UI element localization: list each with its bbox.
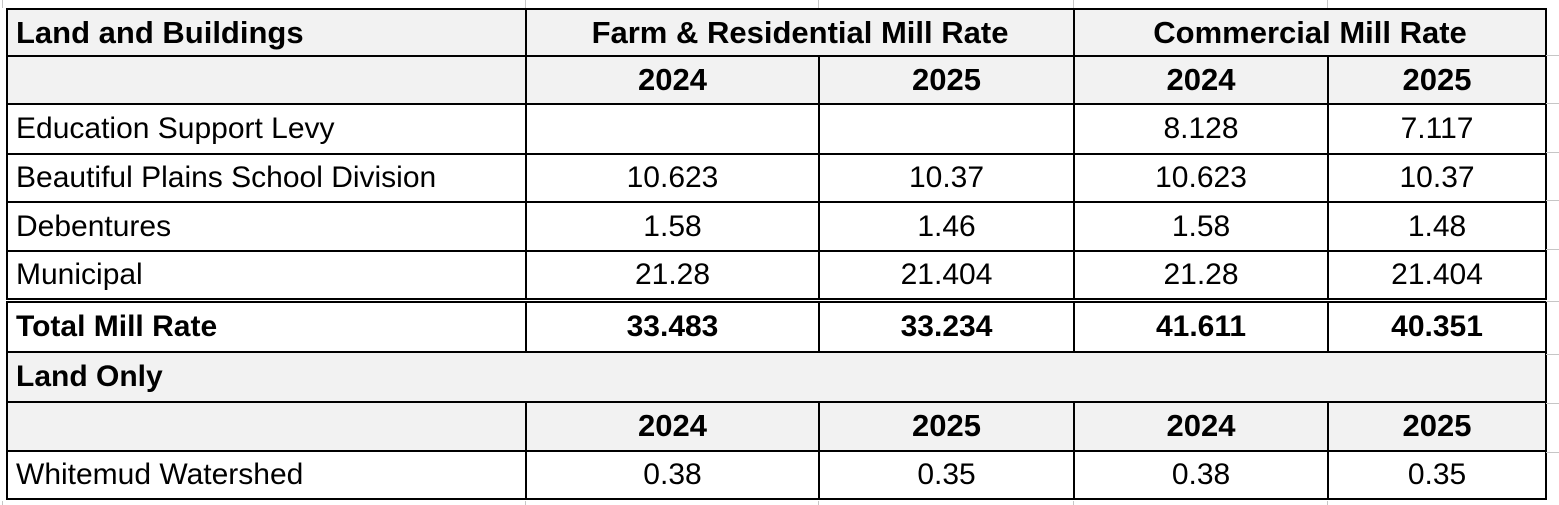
mill-rate-table: Land and Buildings Farm & Residential Mi…	[5, 7, 1548, 501]
table-row: Municipal 21.28 21.404 21.28 21.404	[6, 249, 1548, 303]
table-row: Beautiful Plains School Division 10.623 …	[6, 152, 1548, 203]
row-label-education-support-levy: Education Support Levy	[6, 103, 527, 155]
gridline-stub	[1546, 152, 1559, 153]
year-header: 2025	[1327, 400, 1548, 452]
gridline-stub	[818, 0, 819, 8]
section-title-land-and-buildings: Land and Buildings	[6, 7, 527, 58]
total-cell-value: 33.483	[525, 299, 820, 354]
header-row-years-2: 2024 2025 2024 2025	[6, 400, 1548, 452]
gridline-stub	[1327, 0, 1328, 8]
gridline-stub	[1546, 200, 1559, 201]
row-label-whitemud-watershed: Whitemud Watershed	[6, 449, 527, 501]
cell-value	[817, 103, 1076, 155]
year-header: 2025	[1327, 55, 1548, 106]
gridline-stub	[1546, 354, 1559, 355]
cell-value: 0.38	[525, 449, 820, 501]
gridline-stub	[1546, 403, 1559, 404]
header-row-groups: Land and Buildings Farm & Residential Mi…	[6, 7, 1548, 58]
cell-value: 10.623	[525, 152, 820, 203]
cell-value: 10.623	[1073, 152, 1330, 203]
total-cell-value: 40.351	[1327, 299, 1548, 354]
row-label-beautiful-plains-school-division: Beautiful Plains School Division	[6, 152, 527, 203]
gridline-stub	[1327, 501, 1328, 505]
gridline-stub	[1546, 301, 1559, 302]
cell-value: 1.58	[525, 200, 820, 252]
group-header-commercial: Commercial Mill Rate	[1073, 7, 1548, 58]
total-cell-value: 33.234	[817, 299, 1076, 354]
cell-value: 0.35	[1327, 449, 1548, 501]
gridline-stub	[1546, 103, 1559, 104]
empty-cell	[6, 400, 527, 452]
cell-value: 21.404	[1327, 249, 1548, 303]
cell-value	[525, 103, 820, 155]
gridline-stub	[2, 0, 3, 8]
year-header: 2025	[817, 55, 1076, 106]
row-label-total-mill-rate: Total Mill Rate	[6, 299, 527, 354]
cell-value: 8.128	[1073, 103, 1330, 155]
cell-value: 21.28	[525, 249, 820, 303]
table-row: Education Support Levy 8.128 7.117	[6, 103, 1548, 155]
year-header: 2024	[525, 400, 820, 452]
cell-value: 1.46	[817, 200, 1076, 252]
group-header-farm-residential: Farm & Residential Mill Rate	[524, 7, 1076, 58]
section-band-row: Land Only	[5, 351, 1548, 403]
table-row: Debentures 1.58 1.46 1.58 1.48	[6, 200, 1548, 252]
table-row: Whitemud Watershed 0.38 0.35 0.38 0.35	[6, 449, 1548, 501]
cell-value: 10.37	[817, 152, 1076, 203]
year-header: 2025	[817, 400, 1076, 452]
section-title-land-only: Land Only	[5, 351, 1548, 403]
gridline-stub	[1546, 249, 1559, 250]
cell-value: 1.58	[1073, 200, 1330, 252]
gridline-stub	[1546, 452, 1559, 453]
empty-cell	[6, 55, 527, 106]
total-row: Total Mill Rate 33.483 33.234 41.611 40.…	[6, 299, 1548, 354]
gridline-stub	[1073, 0, 1074, 8]
total-cell-value: 41.611	[1073, 299, 1330, 354]
row-label-municipal: Municipal	[6, 249, 527, 303]
cell-value: 0.38	[1073, 449, 1330, 501]
gridline-stub	[1546, 55, 1559, 56]
gridline-stub	[525, 0, 526, 8]
gridline-stub	[1073, 501, 1074, 505]
cell-value: 7.117	[1327, 103, 1548, 155]
gridline-stub	[2, 501, 3, 505]
year-header: 2024	[525, 55, 820, 106]
gridline-stub	[525, 501, 526, 505]
cell-value: 21.28	[1073, 249, 1330, 303]
year-header: 2024	[1073, 55, 1330, 106]
header-row-years-1: 2024 2025 2024 2025	[6, 55, 1548, 106]
year-header: 2024	[1073, 400, 1330, 452]
cell-value: 1.48	[1327, 200, 1548, 252]
cell-value: 21.404	[817, 249, 1076, 303]
cell-value: 0.35	[817, 449, 1076, 501]
row-label-debentures: Debentures	[6, 200, 527, 252]
cell-value: 10.37	[1327, 152, 1548, 203]
gridline-stub	[818, 501, 819, 505]
